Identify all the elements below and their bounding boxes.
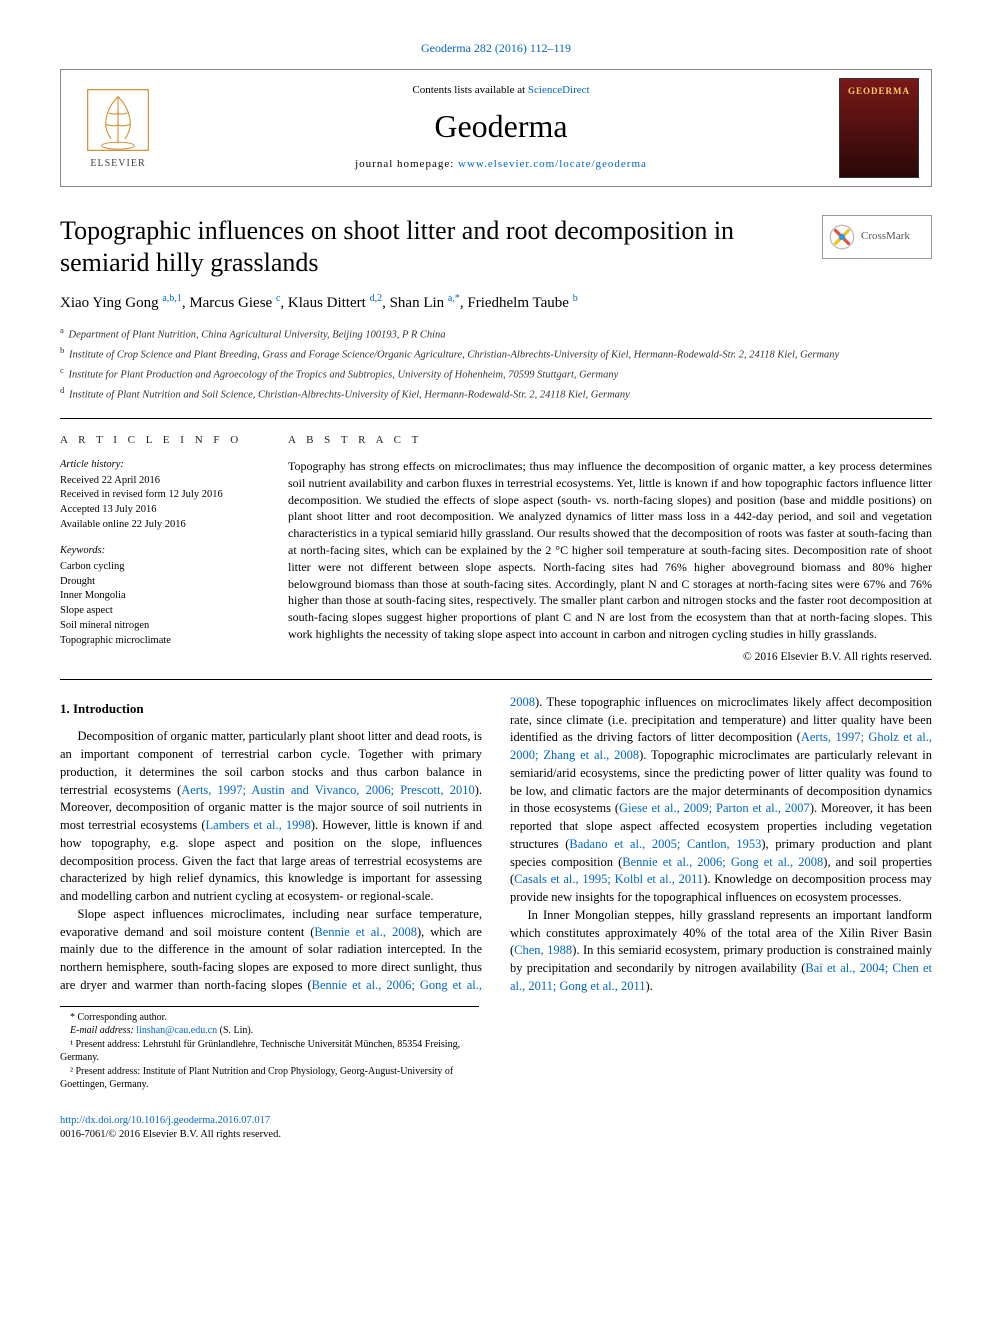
contents-line: Contents lists available at ScienceDirec… bbox=[163, 83, 839, 98]
elsevier-logo: ELSEVIER bbox=[73, 83, 163, 173]
history-label: Article history: bbox=[60, 458, 260, 473]
keyword-line: Drought bbox=[60, 575, 260, 590]
ref-link[interactable]: Bennie et al., 2006; Gong et al., 2008 bbox=[622, 855, 823, 869]
article-history-block: Article history: Received 22 April 2016R… bbox=[60, 458, 260, 532]
email-label: E-mail address: bbox=[70, 1025, 136, 1036]
ref-link[interactable]: Lambers et al., 1998 bbox=[206, 818, 311, 832]
crossmark-icon bbox=[829, 224, 855, 250]
footnotes: * Corresponding author. E-mail address: … bbox=[60, 1006, 479, 1092]
cover-label: GEODERMA bbox=[840, 85, 918, 98]
p3-text-c: ). bbox=[646, 979, 653, 993]
ref-link[interactable]: Bennie et al., 2008 bbox=[314, 925, 417, 939]
ref-link[interactable]: Casals et al., 1995; Kolbl et al., 2011 bbox=[514, 872, 703, 886]
header-citation: Geoderma 282 (2016) 112–119 bbox=[60, 40, 932, 57]
abstract-copyright: © 2016 Elsevier B.V. All rights reserved… bbox=[288, 649, 932, 665]
keyword-line: Slope aspect bbox=[60, 604, 260, 619]
separator-bottom bbox=[60, 679, 932, 680]
affiliations: a Department of Plant Nutrition, China A… bbox=[60, 324, 932, 404]
journal-cover-thumbnail: GEODERMA bbox=[839, 78, 919, 178]
history-line: Available online 22 July 2016 bbox=[60, 518, 260, 533]
history-line: Received in revised form 12 July 2016 bbox=[60, 488, 260, 503]
body-two-column: 1. Introduction Decomposition of organic… bbox=[60, 694, 932, 996]
history-line: Received 22 April 2016 bbox=[60, 474, 260, 489]
journal-header-box: ELSEVIER Contents lists available at Sci… bbox=[60, 69, 932, 187]
keyword-line: Soil mineral nitrogen bbox=[60, 619, 260, 634]
affiliation-line: b Institute of Crop Science and Plant Br… bbox=[60, 344, 932, 363]
article-info-column: A R T I C L E I N F O Article history: R… bbox=[60, 433, 260, 665]
authors-line: Xiao Ying Gong a,b,1, Marcus Giese c, Kl… bbox=[60, 292, 932, 314]
citation-link[interactable]: Geoderma 282 (2016) 112–119 bbox=[421, 41, 571, 55]
email-line: E-mail address: linshan@cau.edu.cn (S. L… bbox=[60, 1024, 479, 1038]
history-line: Accepted 13 July 2016 bbox=[60, 503, 260, 518]
keyword-line: Topographic microclimate bbox=[60, 634, 260, 649]
ref-link[interactable]: Badano et al., 2005; Cantlon, 1953 bbox=[569, 837, 761, 851]
doi-link[interactable]: http://dx.doi.org/10.1016/j.geoderma.201… bbox=[60, 1115, 270, 1126]
footnote-2: ² Present address: Institute of Plant Nu… bbox=[60, 1065, 479, 1092]
page-footer: http://dx.doi.org/10.1016/j.geoderma.201… bbox=[60, 1114, 932, 1143]
corresponding-author: * Corresponding author. bbox=[60, 1011, 479, 1025]
separator-top bbox=[60, 418, 932, 419]
article-title: Topographic influences on shoot litter a… bbox=[60, 215, 806, 280]
email-name: (S. Lin). bbox=[217, 1025, 253, 1036]
section-1-heading: 1. Introduction bbox=[60, 700, 482, 718]
keyword-line: Carbon cycling bbox=[60, 560, 260, 575]
header-center: Contents lists available at ScienceDirec… bbox=[163, 83, 839, 173]
email-link[interactable]: linshan@cau.edu.cn bbox=[136, 1025, 217, 1036]
ref-link[interactable]: Giese et al., 2009; Parton et al., 2007 bbox=[619, 801, 810, 815]
footnote-1: ¹ Present address: Lehrstuhl für Grünlan… bbox=[60, 1038, 479, 1065]
contents-prefix: Contents lists available at bbox=[412, 84, 527, 96]
ref-link[interactable]: Aerts, 1997; Austin and Vivanco, 2006; P… bbox=[181, 783, 475, 797]
affiliation-line: a Department of Plant Nutrition, China A… bbox=[60, 324, 932, 343]
journal-title: Geoderma bbox=[163, 104, 839, 149]
elsevier-tree-icon bbox=[83, 85, 153, 155]
abstract-heading: A B S T R A C T bbox=[288, 433, 932, 448]
affiliation-line: c Institute for Plant Production and Agr… bbox=[60, 364, 932, 383]
sciencedirect-link[interactable]: ScienceDirect bbox=[528, 84, 590, 96]
homepage-line: journal homepage: www.elsevier.com/locat… bbox=[163, 157, 839, 172]
keywords-label: Keywords: bbox=[60, 544, 260, 559]
intro-paragraph-3: In Inner Mongolian steppes, hilly grassl… bbox=[510, 907, 932, 996]
homepage-prefix: journal homepage: bbox=[355, 158, 458, 170]
ref-link[interactable]: Chen, 1988 bbox=[514, 943, 572, 957]
crossmark-label: CrossMark bbox=[861, 229, 910, 244]
keyword-line: Inner Mongolia bbox=[60, 589, 260, 604]
affiliation-line: d Institute of Plant Nutrition and Soil … bbox=[60, 384, 932, 403]
abstract-column: A B S T R A C T Topography has strong ef… bbox=[288, 433, 932, 665]
keywords-block: Keywords: Carbon cyclingDroughtInner Mon… bbox=[60, 544, 260, 648]
homepage-link[interactable]: www.elsevier.com/locate/geoderma bbox=[458, 158, 647, 170]
crossmark-badge[interactable]: CrossMark bbox=[822, 215, 932, 259]
abstract-text: Topography has strong effects on microcl… bbox=[288, 458, 932, 643]
intro-paragraph-1: Decomposition of organic matter, particu… bbox=[60, 728, 482, 906]
elsevier-label: ELSEVIER bbox=[90, 157, 145, 171]
article-info-heading: A R T I C L E I N F O bbox=[60, 433, 260, 448]
issn-copyright: 0016-7061/© 2016 Elsevier B.V. All right… bbox=[60, 1129, 281, 1140]
